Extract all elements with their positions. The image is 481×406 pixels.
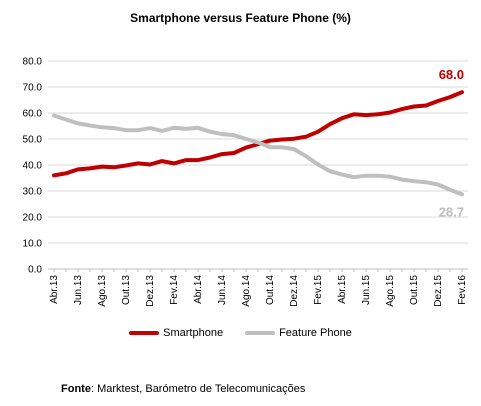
x-tick-label: Abr.14 (193, 275, 204, 304)
x-tick-label: Fev.15 (313, 275, 324, 305)
end-label-feature-phone: 28.7 (439, 204, 464, 219)
y-tick-label: 20.0 (23, 213, 43, 224)
x-tick-label: Fev.16 (457, 275, 468, 305)
legend-swatch-feature-phone (245, 331, 276, 335)
y-tick-label: 50.0 (23, 135, 43, 146)
legend-item-feature-phone: Feature Phone (245, 327, 352, 339)
x-tick-label: Abr.13 (49, 275, 60, 304)
x-tick-label: Jun.13 (73, 275, 84, 305)
series-line-smartphone (52, 90, 464, 178)
y-tick-label: 80.0 (23, 57, 43, 68)
source-label: Fonte (61, 383, 91, 395)
x-tick-label: Out.15 (409, 275, 420, 305)
y-tick-label: 30.0 (23, 187, 43, 198)
legend-label-smartphone: Smartphone (163, 327, 224, 339)
line-chart: 0.0 10.0 20.0 30.0 40.0 50.0 60.0 70.0 80.0 Abr.1… (23, 57, 468, 307)
x-tick-label: Out.13 (121, 275, 132, 305)
x-tick-label: Fev.14 (169, 275, 180, 305)
y-tick-label: 10.0 (23, 239, 43, 250)
y-tick-label: 0.0 (28, 265, 42, 276)
x-tick-label: Jun.14 (217, 275, 228, 305)
source-text: : Marktest, Barómetro de Telecomunicaçõe… (90, 383, 306, 395)
chart-legend: Smartphone Feature Phone (0, 327, 481, 339)
x-tick-label: Dez.14 (289, 275, 300, 307)
x-tick-label: Dez.13 (145, 275, 156, 307)
x-tick-label: Out.14 (265, 275, 276, 305)
legend-item-smartphone: Smartphone (129, 327, 223, 339)
source-note: Fonte: Marktest, Barómetro de Telecomuni… (61, 383, 305, 395)
y-tick-label: 70.0 (23, 83, 43, 94)
x-tick-label: Ago.13 (97, 275, 108, 307)
x-tick-label: Dez.15 (433, 275, 444, 307)
x-tick-label: Abr.15 (337, 275, 348, 304)
y-tick-label: 40.0 (23, 161, 43, 172)
chart-title: Smartphone versus Feature Phone (%) (130, 11, 351, 25)
x-tick-label: Ago.15 (385, 275, 396, 307)
end-label-smartphone: 68.0 (439, 67, 464, 82)
x-tick-label: Ago.14 (241, 275, 252, 307)
x-tick-label: Jun.15 (361, 275, 372, 305)
y-tick-label: 60.0 (23, 109, 43, 120)
legend-label-feature-phone: Feature Phone (279, 327, 352, 339)
series-line-feature-phone (52, 113, 464, 197)
legend-swatch-smartphone (129, 331, 160, 335)
